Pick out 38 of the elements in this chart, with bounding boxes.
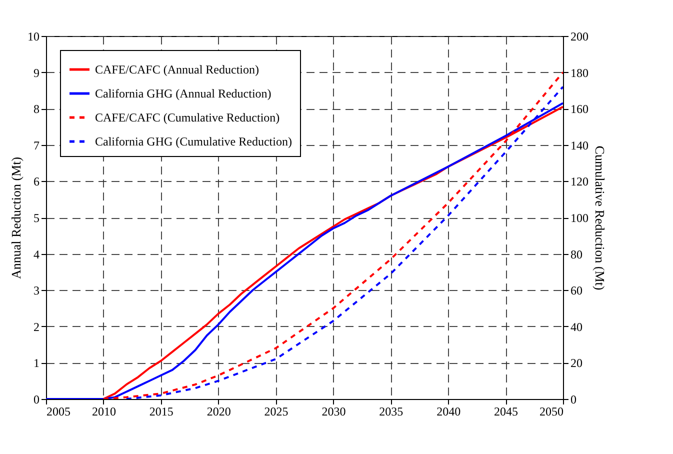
y2-tick-label: 160 [570,102,588,116]
y2-tick-label: 60 [570,284,582,298]
y2-tick-label: 200 [570,30,588,44]
y-tick-label: 10 [28,30,40,44]
y-tick-label: 5 [34,211,40,225]
x-tick-label: 2025 [264,404,288,418]
y-tick-label: 8 [34,102,40,116]
legend-label: CAFE/CAFC (Cumulative Reduction) [95,110,280,124]
y-tick-label: 0 [34,392,40,406]
x-tick-label: 2020 [206,404,231,418]
y2-tick-label: 0 [570,392,576,406]
x-tick-label: 2015 [149,404,174,418]
y-tick-label: 2 [34,320,40,334]
y-tick-label: 3 [34,284,40,298]
y-tick-label: 7 [34,138,40,152]
x-tick-label: 2010 [92,404,116,418]
y2-tick-label: 80 [570,247,582,262]
y2-axis-title: Cumulative Reduction (Mt) [592,146,608,290]
y-axis-title: Annual Reduction (Mt) [8,156,24,280]
x-tick-label: 2050 [540,404,564,418]
legend-label: California GHG (Annual Reduction) [95,86,272,100]
y2-tick-label: 40 [570,320,582,334]
y-tick-label: 4 [34,247,40,262]
y-tick-label: 9 [34,66,40,80]
legend-label: California GHG (Cumulative Reduction) [95,134,292,148]
y2-tick-label: 140 [570,138,588,152]
x-tick-label: 2045 [494,404,518,418]
x-tick-label: 2005 [46,404,70,418]
x-tick-label: 2035 [379,404,404,418]
y-tick-label: 6 [34,174,40,189]
y2-tick-label: 180 [570,66,588,80]
x-tick-label: 2030 [322,404,346,418]
legend-label: CAFE/CAFC (Annual Reduction) [95,62,259,76]
x-tick-label: 2040 [436,404,461,418]
y-tick-label: 1 [34,356,40,370]
y2-tick-label: 100 [570,211,588,225]
y2-tick-label: 120 [570,174,588,189]
y2-tick-label: 20 [570,356,582,370]
